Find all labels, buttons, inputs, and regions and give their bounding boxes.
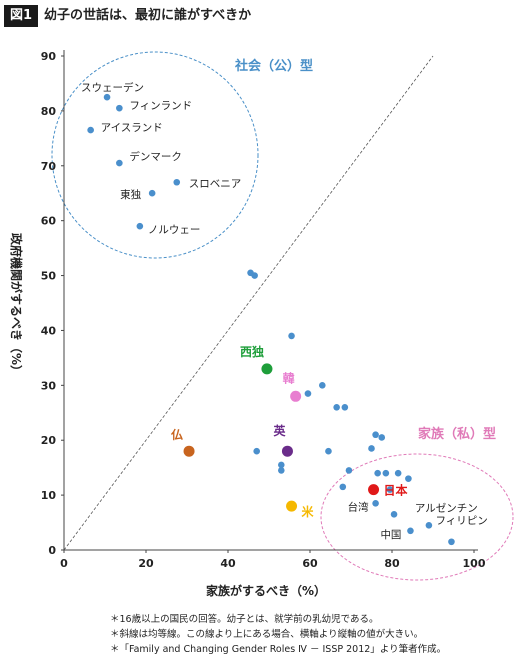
y-tick-label: 70 bbox=[41, 160, 57, 173]
y-tick-label: 80 bbox=[41, 105, 57, 118]
point-label: 仏 bbox=[171, 428, 183, 442]
footnote: ＊16歳以上の国民の回答。幼子とは、就学前の乳幼児である。 bbox=[110, 614, 379, 625]
data-point bbox=[251, 272, 258, 279]
x-tick-label: 20 bbox=[138, 557, 154, 570]
data-point bbox=[448, 538, 455, 546]
point-label: アルゼンチン bbox=[415, 502, 478, 514]
data-point bbox=[281, 445, 293, 457]
data-point bbox=[372, 500, 379, 507]
chart-title: 幼子の世話は、最初に誰がすべきか bbox=[44, 8, 252, 23]
data-point bbox=[341, 403, 349, 411]
region-label: 家族（私）型 bbox=[418, 426, 496, 442]
region-ellipse bbox=[320, 453, 514, 581]
x-tick-label: 100 bbox=[463, 557, 486, 570]
data-point bbox=[116, 104, 123, 112]
y-tick-label: 50 bbox=[41, 270, 57, 283]
data-point bbox=[390, 511, 398, 518]
data-point bbox=[382, 469, 390, 477]
y-tick-label: 0 bbox=[48, 544, 56, 557]
point-label: 台湾 bbox=[348, 500, 369, 513]
data-point bbox=[116, 159, 123, 167]
region-label: 社会（公）型 bbox=[234, 58, 313, 74]
footnote: ＊「Family and Changing Gender Roles Ⅳ － I… bbox=[110, 644, 447, 655]
data-point bbox=[333, 403, 340, 411]
figure-label: 図1 bbox=[4, 5, 39, 27]
point-label: スウェーデン bbox=[81, 81, 144, 94]
point-label: 日本 bbox=[384, 483, 408, 498]
scatter-chart: 社会（公）型家族（私）型 0 20 40 60 80 100 0 10 20 30 40 50 60 70… bbox=[9, 50, 514, 598]
point-label: デンマーク bbox=[129, 150, 182, 163]
data-point bbox=[290, 390, 302, 402]
point-label: 西独 bbox=[240, 344, 264, 359]
point-label: ノルウェー bbox=[148, 224, 201, 236]
data-point bbox=[261, 363, 273, 375]
point-label: 中国 bbox=[380, 528, 401, 541]
data-point bbox=[345, 467, 353, 474]
y-tick-label: 20 bbox=[41, 434, 57, 447]
data-point bbox=[288, 332, 295, 340]
point-label: 韓 bbox=[283, 370, 295, 385]
y-tick-label: 10 bbox=[41, 489, 57, 502]
data-point bbox=[103, 93, 111, 101]
data-point bbox=[253, 447, 260, 455]
data-point bbox=[372, 431, 379, 439]
data-point bbox=[368, 445, 375, 452]
point-label: 米 bbox=[302, 504, 315, 519]
data-point bbox=[425, 522, 433, 529]
y-tick-label: 40 bbox=[41, 324, 57, 337]
region-ellipse bbox=[51, 51, 259, 259]
x-tick-label: 80 bbox=[384, 557, 400, 570]
data-point bbox=[136, 222, 144, 230]
equality-line bbox=[63, 55, 434, 551]
data-point bbox=[386, 486, 394, 493]
data-point bbox=[394, 469, 402, 477]
point-label: 東独 bbox=[120, 188, 141, 201]
footnote: ＊斜線は均等線。この線より上にある場合、横軸より縦軸の値が大きい。 bbox=[110, 629, 424, 640]
y-tick-label: 30 bbox=[41, 379, 57, 392]
data-point bbox=[278, 461, 285, 469]
x-tick-label: 0 bbox=[60, 557, 68, 570]
data-point bbox=[368, 484, 380, 496]
data-point bbox=[325, 447, 332, 455]
data-point bbox=[87, 126, 94, 134]
data-point bbox=[378, 434, 386, 441]
data-point bbox=[374, 469, 381, 477]
x-axis-label: 家族がするべき（%） bbox=[206, 583, 326, 598]
point-label: フィンランド bbox=[129, 100, 192, 112]
point-label: フィリピン bbox=[435, 515, 487, 527]
point-label: 英 bbox=[273, 423, 286, 438]
data-point bbox=[183, 445, 195, 457]
x-tick-label: 40 bbox=[220, 557, 236, 570]
figure-header: 図1 幼子の世話は、最初に誰がすべきか bbox=[0, 0, 520, 30]
data-point bbox=[405, 475, 412, 482]
y-tick-label: 60 bbox=[41, 215, 57, 228]
data-point bbox=[278, 467, 285, 474]
footnotes: ＊16歳以上の国民の回答。幼子とは、就学前の乳幼児である。 ＊斜線は均等線。この… bbox=[110, 612, 446, 657]
data-point bbox=[304, 390, 312, 397]
y-tick-label: 90 bbox=[41, 50, 57, 63]
point-label: アイスランド bbox=[101, 122, 163, 134]
point-label: スロベニア bbox=[189, 178, 242, 190]
data-point bbox=[407, 527, 414, 535]
y-axis-label: 政府機関がするべき（%） bbox=[9, 233, 24, 377]
x-tick-label: 60 bbox=[302, 557, 318, 570]
data-point bbox=[319, 382, 326, 389]
data-point bbox=[173, 178, 181, 186]
data-point bbox=[339, 483, 347, 491]
data-point bbox=[148, 189, 156, 197]
data-point bbox=[286, 500, 298, 512]
